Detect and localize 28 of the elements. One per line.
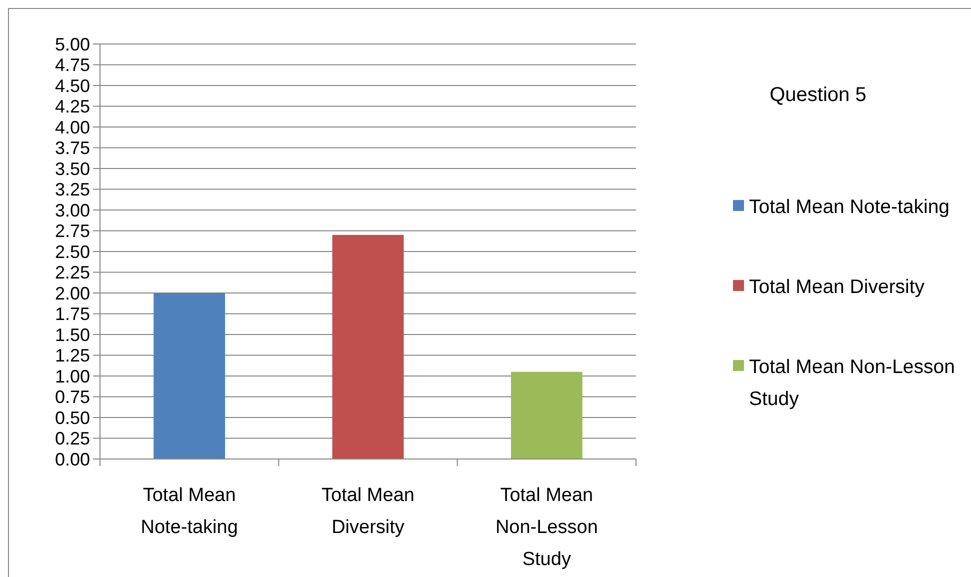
x-tick-label: Total Mean Non-Lesson Study: [495, 485, 598, 570]
y-tick-label: 3.50: [54, 158, 90, 179]
legend-label: Total Mean Diversity: [749, 276, 925, 298]
y-tick-label: 1.50: [54, 324, 90, 345]
y-tick-label: 4.50: [54, 76, 90, 96]
y-tick-label: 0.50: [54, 408, 90, 428]
x-tick-label: Total Mean Diversity: [322, 485, 414, 538]
y-tick-label: 3.25: [54, 180, 90, 200]
y-tick-label: 2.25: [54, 262, 90, 283]
y-tick-label: 2.75: [54, 221, 90, 242]
y-tick-label: 0.25: [54, 428, 90, 449]
y-tick-label: 5.00: [54, 34, 90, 54]
y-tick-label: 0.75: [54, 387, 90, 408]
y-tick-label: 1.00: [54, 366, 90, 386]
y-tick-label: 1.25: [54, 346, 90, 366]
y-tick-label: 3.00: [54, 200, 90, 220]
y-tick-label: 2.50: [54, 242, 90, 262]
y-tick-label: 1.75: [54, 304, 90, 324]
y-tick-label: 4.00: [54, 117, 90, 138]
y-tick-label: 4.25: [54, 96, 90, 117]
y-tick-label: 2.00: [54, 283, 90, 304]
legend-label: Total Mean Non-Lesson Study: [749, 356, 955, 410]
y-tick-label: 4.75: [54, 55, 90, 76]
text: Question 5: [770, 84, 866, 106]
y-tick-label: 0.00: [54, 449, 90, 470]
x-tick-label: Total Mean Note-taking: [140, 485, 238, 538]
legend-label: Total Mean Note-taking: [749, 196, 950, 218]
y-tick-label: 3.75: [54, 138, 90, 158]
